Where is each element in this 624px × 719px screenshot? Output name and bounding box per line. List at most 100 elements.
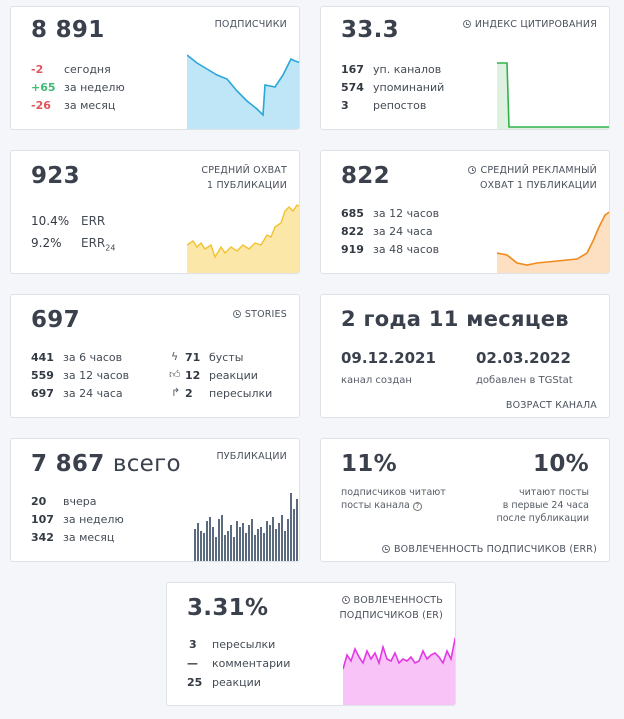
err24-label: ERR	[81, 236, 106, 250]
er-sparkline	[343, 637, 455, 705]
row-text: репостов	[373, 99, 427, 112]
reach-card[interactable]: 923 СРЕДНИЙ ОХВАТ 1 ПУБЛИКАЦИИ 10.4% ERR…	[10, 150, 300, 274]
stories-row-right: 12 реакции	[185, 369, 295, 383]
posts-card[interactable]: 7 867 всего ПУБЛИКАЦИИ 20 вчера 107 за н…	[10, 438, 300, 562]
row-number: 685	[341, 207, 364, 220]
row-number: 441	[31, 351, 54, 364]
row-text: за 48 часов	[373, 243, 440, 256]
err24-value: 9.2%	[31, 236, 62, 250]
row-number: 822	[341, 225, 364, 238]
row-text: за 24 часа	[63, 387, 123, 400]
row-number: 20	[31, 495, 47, 508]
row-text: комментарии	[212, 657, 291, 670]
channel-age-label: ВОЗРАСТ КАНАЛА	[505, 400, 597, 411]
er-label-line2: ПОДПИСЧИКОВ (ER)	[339, 610, 443, 621]
err-left-value: 11%	[341, 451, 397, 477]
err24-label-wrap: ERR24	[81, 236, 115, 255]
clock-icon	[468, 166, 477, 174]
posts-value-suffix: всего	[112, 451, 181, 477]
row-text: уп. каналов	[373, 63, 442, 76]
row-number: 919	[341, 243, 364, 256]
subscribers-row-today: -2 сегодня	[31, 63, 181, 77]
row-text: за неделю	[64, 81, 125, 94]
citation-sparkline	[497, 62, 609, 129]
row-text: за 6 часов	[63, 351, 123, 364]
thumbs-up-icon: 👍︎	[169, 368, 181, 381]
ad-reach-row: 685 за 12 часов	[341, 207, 491, 221]
citation-row: 3 репостов	[341, 99, 491, 113]
citation-value: 33.3	[341, 17, 399, 43]
channel-age-card[interactable]: 2 года 11 месяцев 09.12.2021 канал созда…	[320, 294, 610, 418]
row-text: упоминаний	[373, 81, 445, 94]
posts-bar-sparkline	[194, 493, 298, 561]
row-text: за 12 часов	[373, 207, 440, 220]
ad-reach-card[interactable]: 822 СРЕДНИЙ РЕКЛАМНЫЙ ОХВАТ 1 ПУБЛИКАЦИИ…	[320, 150, 610, 274]
er-label: ВОВЛЕЧЕННОСТЬ ПОДПИСЧИКОВ (ER)	[339, 593, 443, 623]
err24-row: 9.2% ERR24	[31, 236, 181, 254]
ad-reach-sparkline	[497, 211, 609, 273]
err24-sub: 24	[105, 243, 116, 253]
posts-row: 342 за месяц	[31, 531, 181, 545]
err-label: ВОВЛЕЧЕННОСТЬ ПОДПИСЧИКОВ (ERR)	[393, 544, 597, 555]
stories-row: 697 за 24 часа	[31, 387, 161, 401]
forward-arrow-icon: ↱	[171, 386, 181, 399]
row-number: +65	[31, 81, 56, 94]
subscribers-sparkline	[187, 54, 299, 129]
ad-reach-label-line1-wrap: СРЕДНИЙ РЕКЛАМНЫЙ	[468, 163, 597, 178]
row-text: пересылки	[212, 638, 276, 651]
created-label: канал создан	[341, 375, 412, 386]
row-text: за месяц	[64, 99, 116, 112]
posts-value: 7 867	[31, 451, 105, 477]
er-value: 3.31%	[187, 595, 269, 621]
engagement-er-card[interactable]: 3.31% ВОВЛЕЧЕННОСТЬ ПОДПИСЧИКОВ (ER) 3 п…	[166, 582, 456, 706]
row-number: 574	[341, 81, 364, 94]
reach-label-line1: СРЕДНИЙ ОХВАТ	[201, 165, 287, 176]
ad-reach-row: 919 за 48 часов	[341, 243, 491, 257]
ad-reach-row: 822 за 24 часа	[341, 225, 491, 239]
clock-icon	[232, 310, 241, 318]
err-label: ERR	[81, 214, 106, 228]
stories-row-right: 71 бусты	[185, 351, 295, 365]
citation-label-wrap: ИНДЕКС ЦИТИРОВАНИЯ	[462, 17, 597, 32]
posts-value-wrap: 7 867 всего	[31, 451, 181, 477]
stories-label-wrap: STORIES	[232, 307, 287, 322]
err-right-text1: читают посты	[519, 487, 589, 498]
ad-reach-label-line2: ОХВАТ 1 ПУБЛИКАЦИИ	[479, 180, 597, 191]
posts-row: 20 вчера	[31, 495, 181, 509]
row-text: бусты	[209, 351, 244, 364]
subscribers-card[interactable]: 8 891 ПОДПИСЧИКИ -2 сегодня +65 за недел…	[10, 6, 300, 130]
stories-row: 559 за 12 часов	[31, 369, 161, 383]
stories-row: 441 за 6 часов	[31, 351, 161, 365]
err-left-text1: подписчиков читают	[341, 487, 446, 498]
err-left-text2-wrap: посты канала?	[341, 499, 446, 512]
err-left-text2: посты канала	[341, 500, 410, 511]
er-row: 25 реакции	[187, 676, 327, 690]
err-right-value: 10%	[533, 451, 589, 477]
row-text: реакции	[209, 369, 258, 382]
subscribers-value: 8 891	[31, 17, 105, 43]
err-value: 10.4%	[31, 214, 70, 228]
ad-reach-label: СРЕДНИЙ РЕКЛАМНЫЙ ОХВАТ 1 ПУБЛИКАЦИИ	[468, 163, 597, 193]
question-icon[interactable]: ?	[412, 502, 422, 511]
stories-label: STORIES	[244, 309, 287, 320]
err-row: 10.4% ERR	[31, 214, 181, 230]
clock-icon	[381, 545, 390, 553]
stories-card[interactable]: 697 STORIES 441 за 6 часов 559 за 12 час…	[10, 294, 300, 418]
row-number: —	[187, 657, 198, 670]
subscribers-row-month: -26 за месяц	[31, 99, 181, 113]
lightning-icon: ϟ	[171, 350, 179, 363]
err-right-text2: в первые 24 часа	[502, 500, 589, 511]
ad-reach-label-line1: СРЕДНИЙ РЕКЛАМНЫЙ	[480, 165, 597, 176]
row-number: 167	[341, 63, 364, 76]
err-left-text: подписчиков читают посты канала?	[341, 486, 446, 512]
row-text: сегодня	[64, 63, 111, 76]
clock-icon	[462, 20, 471, 28]
row-text: за 24 часа	[373, 225, 433, 238]
engagement-err-card[interactable]: 11% 10% подписчиков читают посты канала?…	[320, 438, 610, 562]
citation-card[interactable]: 33.3 ИНДЕКС ЦИТИРОВАНИЯ 167 уп. каналов …	[320, 6, 610, 130]
row-number: 697	[31, 387, 54, 400]
err-label-wrap: ВОВЛЕЧЕННОСТЬ ПОДПИСЧИКОВ (ERR)	[381, 542, 597, 557]
stories-value: 697	[31, 307, 80, 333]
row-number: 107	[31, 513, 54, 526]
row-text: за 12 часов	[63, 369, 130, 382]
